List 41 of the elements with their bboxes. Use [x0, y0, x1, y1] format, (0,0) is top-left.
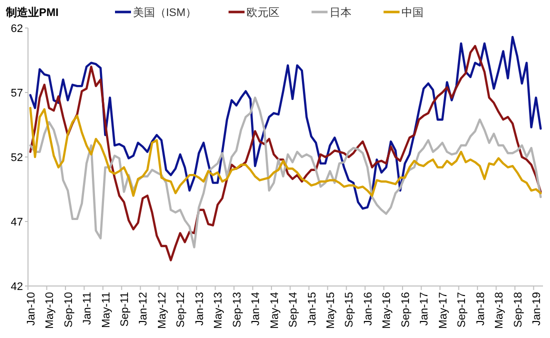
x-tick-label: Sep-10: [62, 292, 75, 328]
y-tick-label: 52: [10, 152, 23, 164]
x-tick-label: Sep-12: [175, 292, 188, 328]
chart-title: 制造业PMI: [5, 6, 59, 19]
x-tick-label: May-17: [437, 292, 450, 329]
x-tick-label: Sep-16: [400, 292, 412, 328]
x-tick-label: Jan-16: [362, 292, 374, 326]
x-tick-label: Jan-18: [474, 292, 487, 326]
line-series: [29, 36, 542, 210]
y-tick-label: 62: [10, 23, 23, 35]
x-tick-label: Jan-17: [418, 292, 431, 326]
legend-label: 日本: [330, 6, 352, 19]
y-tick-label: 42: [10, 281, 23, 293]
x-tick-label: Jan-14: [250, 292, 262, 326]
y-tick-label: 57: [10, 88, 23, 100]
x-tick-label: Sep-18: [512, 292, 524, 328]
x-tick-label: Jan-10: [25, 292, 38, 326]
x-tick-label: Jan-15: [306, 292, 318, 326]
x-tick-label: May-12: [156, 292, 168, 329]
x-tick-label: May-16: [381, 292, 394, 329]
x-tick-label: Sep-13: [231, 292, 244, 328]
y-tick-label: 47: [10, 216, 23, 228]
x-tick-label: Sep-11: [118, 292, 131, 327]
x-tick-label: Sep-14: [288, 292, 300, 328]
line-series: [29, 106, 542, 197]
legend-label: 美国（ISM）: [133, 6, 197, 19]
x-tick-label: May-18: [494, 292, 506, 329]
x-tick-label: May-11: [100, 292, 112, 328]
x-tick-label: Jan-12: [138, 292, 150, 326]
x-tick-label: May-10: [44, 292, 56, 329]
x-tick-label: Sep-15: [344, 292, 356, 328]
line-series: [29, 44, 542, 262]
x-tick-label: Sep-17: [456, 292, 468, 328]
x-tick-label: May-13: [212, 292, 225, 329]
legend-label: 中国: [402, 6, 424, 19]
legend-label: 欧元区: [246, 7, 280, 19]
x-tick-label: Jan-11: [82, 292, 94, 325]
x-tick-label: Jan-13: [194, 292, 206, 326]
x-tick-label: May-14: [268, 292, 281, 329]
x-tick-label: Jan-19: [530, 292, 543, 326]
x-tick-label: May-15: [324, 292, 337, 329]
